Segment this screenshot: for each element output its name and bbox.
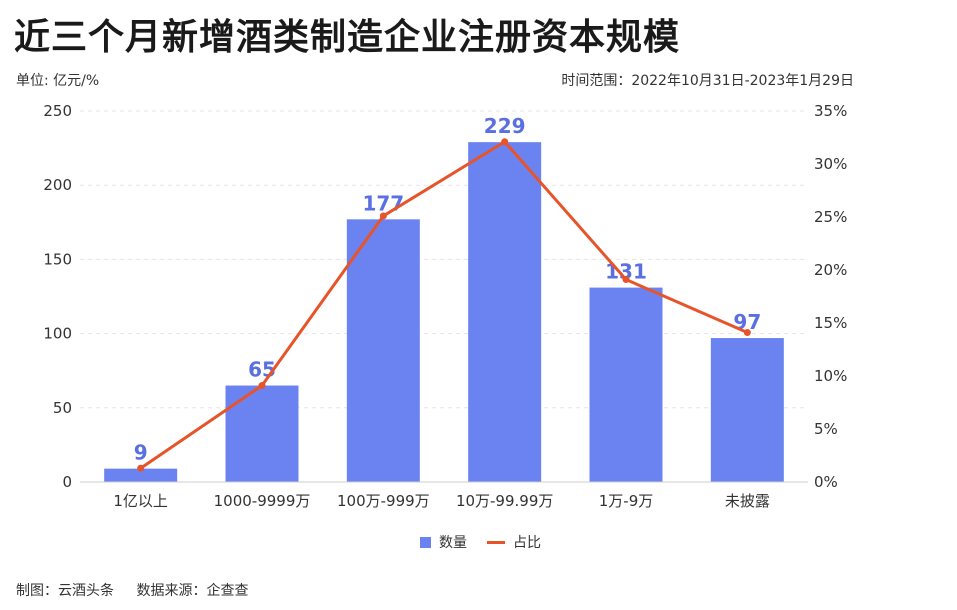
legend-item-bar[interactable]: 数量 bbox=[420, 532, 467, 552]
bar-series bbox=[104, 142, 784, 482]
right-tick-label: 20% bbox=[814, 261, 847, 279]
left-tick-label: 250 bbox=[43, 102, 72, 120]
right-tick-label: 5% bbox=[814, 420, 838, 438]
legend-bar-label: 数量 bbox=[439, 535, 467, 551]
x-tick-label: 1万-9万 bbox=[599, 492, 654, 510]
right-tick-label: 30% bbox=[814, 155, 847, 173]
right-axis: 0% 5% 10% 15% 20% 25% 30% 35% bbox=[814, 102, 847, 491]
bar[interactable] bbox=[104, 468, 178, 482]
grid-lines bbox=[80, 110, 808, 409]
line-point[interactable] bbox=[501, 138, 509, 146]
line-point[interactable] bbox=[743, 329, 751, 337]
footer-source: 数据来源：企查查 bbox=[136, 583, 249, 599]
bar-value-label: 177 bbox=[362, 191, 404, 215]
x-tick-label: 1000-9999万 bbox=[214, 492, 311, 510]
x-tick-label: 100万-999万 bbox=[337, 492, 430, 510]
left-tick-label: 0 bbox=[62, 473, 72, 491]
line-point[interactable] bbox=[258, 382, 266, 390]
bar-value-label: 9 bbox=[134, 441, 148, 465]
x-tick-label: 1亿以上 bbox=[113, 492, 168, 510]
legend-bar-swatch bbox=[420, 536, 431, 548]
right-tick-label: 25% bbox=[814, 208, 847, 226]
bar[interactable] bbox=[710, 338, 784, 482]
left-tick-label: 50 bbox=[53, 399, 72, 417]
legend: 数量 占比 bbox=[0, 530, 957, 554]
line-point[interactable] bbox=[137, 464, 145, 472]
legend-item-line[interactable]: 占比 bbox=[487, 532, 541, 552]
bar-value-label: 229 bbox=[484, 114, 526, 138]
combo-chart: 0 50 100 150 200 250 0% 5% 10% 15% 20% 25% 30% 35% 9… bbox=[43, 102, 847, 510]
bar[interactable] bbox=[468, 142, 542, 482]
unit-label: 单位: 亿元/% bbox=[16, 73, 100, 89]
left-axis: 0 50 100 150 200 250 bbox=[43, 102, 72, 491]
chart-title: 近三个月新增酒类制造企业注册资本规模 bbox=[14, 17, 681, 58]
right-tick-label: 15% bbox=[814, 314, 847, 332]
legend-line-swatch bbox=[487, 540, 505, 544]
line-point[interactable] bbox=[379, 212, 387, 220]
x-axis: 1亿以上 1000-9999万 100万-999万 10万-99.99万 1万-9万 未披… bbox=[80, 481, 808, 510]
right-tick-label: 10% bbox=[814, 367, 847, 385]
line-point[interactable] bbox=[622, 276, 630, 284]
bar[interactable] bbox=[225, 385, 299, 482]
legend-line-label: 占比 bbox=[513, 535, 541, 551]
footer-maker: 制图：云酒头条 bbox=[16, 583, 114, 599]
line-series bbox=[137, 138, 751, 472]
time-range-label: 时间范围：2022年10月31日-2023年1月29日 bbox=[561, 73, 854, 89]
right-tick-label: 35% bbox=[814, 102, 847, 120]
right-tick-label: 0% bbox=[814, 473, 838, 491]
left-tick-label: 200 bbox=[43, 176, 72, 194]
bar-value-label: 65 bbox=[248, 358, 276, 382]
bar[interactable] bbox=[589, 287, 663, 482]
x-tick-label: 未披露 bbox=[725, 492, 770, 510]
left-tick-label: 100 bbox=[43, 325, 72, 343]
footer: 制图：云酒头条 数据来源：企查查 bbox=[16, 580, 266, 600]
bar[interactable] bbox=[346, 219, 420, 482]
left-tick-label: 150 bbox=[43, 250, 72, 268]
line-path bbox=[139, 140, 748, 470]
x-tick-label: 10万-99.99万 bbox=[456, 492, 553, 510]
